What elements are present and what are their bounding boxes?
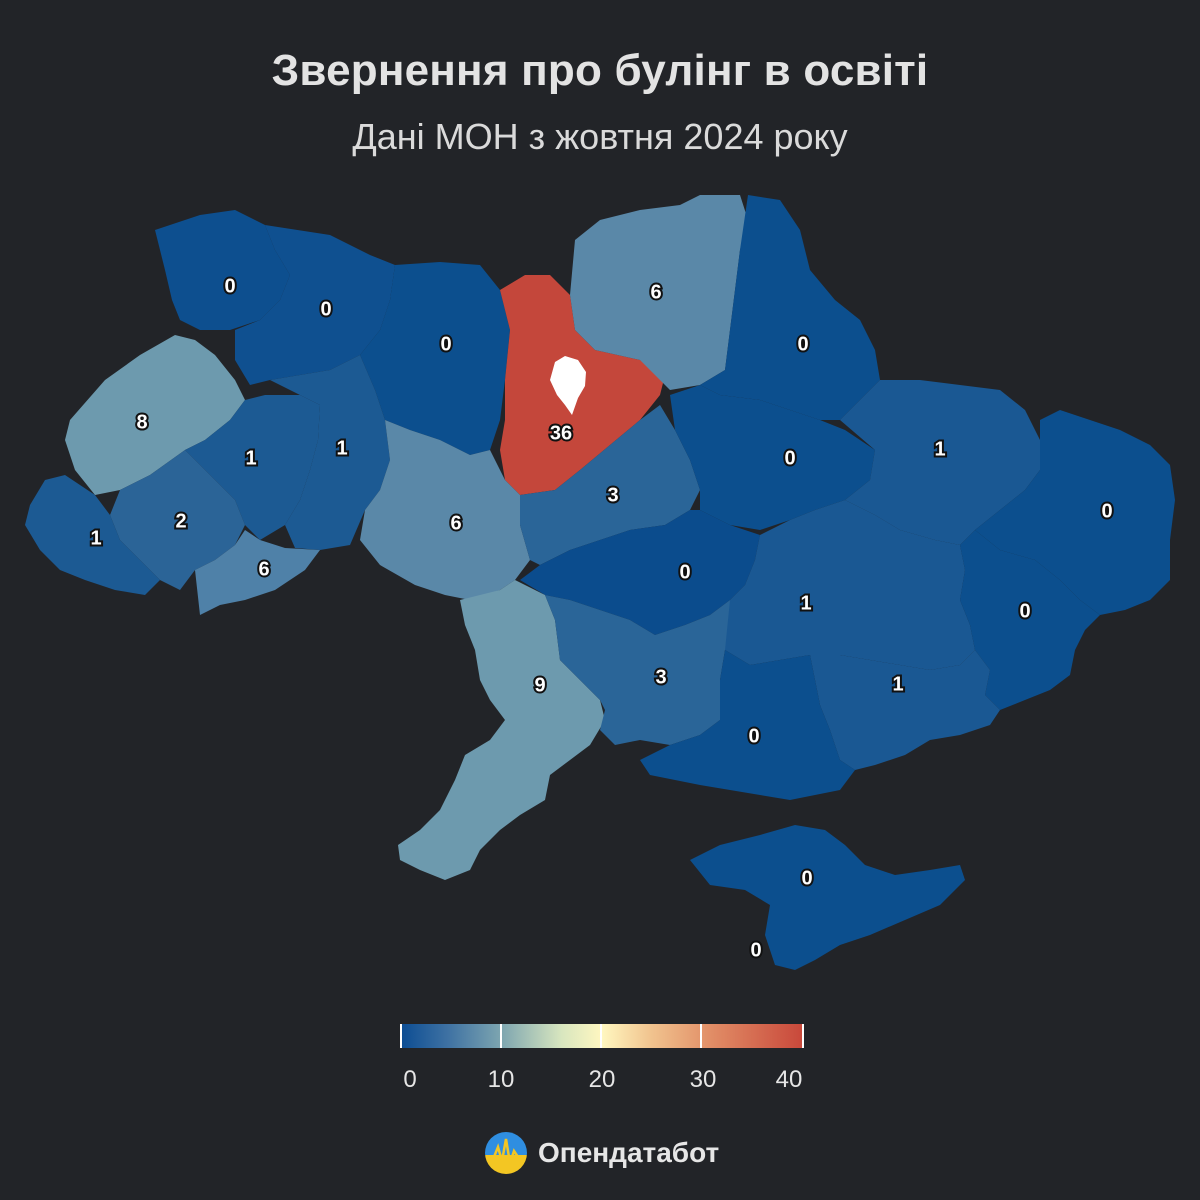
region-poltava[interactable] (670, 385, 875, 530)
region-kharkiv[interactable] (840, 380, 1040, 545)
value-label-volyn: 0 (224, 275, 235, 297)
legend-tick (500, 1024, 502, 1048)
region-mykolaiv[interactable] (545, 595, 730, 745)
kyiv-city-shape (550, 356, 586, 415)
region-zakarpattia[interactable] (25, 475, 160, 595)
region-ternopil[interactable] (185, 395, 320, 540)
region-odesa[interactable] (398, 580, 605, 880)
value-label-zhytomyr: 0 (440, 333, 451, 355)
value-label-mykolaiv: 3 (655, 666, 666, 688)
value-label-vinnytsia: 6 (450, 512, 461, 534)
value-label-dnipropetrovsk: 1 (800, 592, 811, 614)
value-label-chernivtsi: 6 (258, 558, 269, 580)
value-label-zaporizhzhia: 1 (892, 673, 903, 695)
color-legend (400, 1024, 804, 1048)
legend-tick (400, 1024, 402, 1048)
region-luhansk[interactable] (975, 410, 1175, 615)
value-label-ivano-frankivsk: 2 (175, 510, 186, 532)
legend-label: 20 (588, 1066, 616, 1093)
value-label-odesa: 9 (534, 674, 545, 696)
value-label-khmelnytskyi: 1 (336, 437, 347, 459)
value-label-lviv: 8 (136, 411, 147, 433)
legend-label: 10 (487, 1066, 515, 1093)
legend-gradient-bar (400, 1024, 804, 1048)
value-label-kherson: 0 (748, 725, 759, 747)
value-label-luhansk: 0 (1101, 500, 1112, 522)
value-label-kharkiv: 1 (934, 438, 945, 460)
region-dnipropetrovsk[interactable] (710, 500, 975, 670)
region-chernihiv[interactable] (570, 195, 748, 390)
region-ivano-frankivsk[interactable] (110, 450, 245, 590)
region-kherson[interactable] (640, 650, 855, 800)
region-kirovohrad[interactable] (520, 510, 760, 635)
value-label-rivne: 0 (320, 298, 331, 320)
region-rivne[interactable] (235, 225, 395, 385)
value-label-kyiv: 36 (550, 422, 572, 444)
region-cherkasy[interactable] (520, 405, 700, 565)
region-lviv[interactable] (65, 335, 245, 495)
value-label-crimea: 0 (801, 867, 812, 889)
region-donetsk[interactable] (960, 530, 1100, 710)
page-subtitle: Дані МОН з жовтня 2024 року (352, 116, 848, 157)
brand-name: Опендатабот (538, 1137, 720, 1168)
legend-tick (600, 1024, 602, 1048)
value-label-poltava: 0 (784, 447, 795, 469)
value-label-chernihiv: 6 (650, 281, 661, 303)
page-title: Звернення про булінг в освіті (271, 46, 929, 95)
region-kyiv[interactable] (500, 275, 665, 495)
legend-tick (700, 1024, 702, 1048)
region-crimea[interactable] (690, 825, 965, 970)
value-label-kirovohrad: 0 (679, 561, 690, 583)
region-zaporizhzhia[interactable] (810, 650, 1000, 770)
value-label-sevastopol: 0 (750, 939, 761, 961)
legend-label: 0 (403, 1066, 417, 1093)
value-label-donetsk: 0 (1019, 600, 1030, 622)
value-label-cherkasy: 3 (607, 484, 618, 506)
legend-tick (802, 1024, 804, 1048)
region-vinnytsia[interactable] (360, 420, 530, 600)
region-khmelnytskyi[interactable] (270, 355, 390, 550)
brand: Опендатабот (484, 1130, 719, 1176)
opendatabot-logo-icon (485, 1132, 527, 1174)
region-volyn[interactable] (155, 210, 290, 330)
legend-label: 30 (689, 1066, 717, 1093)
region-sumy[interactable] (700, 195, 880, 420)
value-label-zakarpattia: 1 (90, 527, 101, 549)
region-chernivtsi[interactable] (195, 530, 320, 615)
legend-label: 40 (775, 1066, 803, 1093)
value-label-ternopil: 1 (245, 447, 256, 469)
region-zhytomyr[interactable] (360, 262, 510, 455)
value-label-sumy: 0 (797, 333, 808, 355)
